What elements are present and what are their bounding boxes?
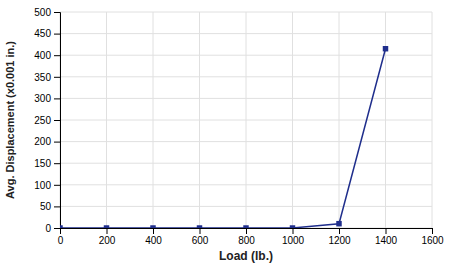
y-tick-label: 0 [45, 223, 51, 234]
y-tick-mark [54, 55, 60, 56]
y-tick-label: 50 [40, 201, 52, 212]
x-tick-label: 0 [58, 235, 64, 246]
x-tick-mark [339, 228, 340, 234]
y-tick-label: 100 [34, 180, 51, 191]
y-grid-line [60, 12, 432, 13]
x-tick-mark [246, 228, 247, 234]
y-tick: 150 [34, 158, 60, 169]
x-tick-mark [432, 228, 433, 234]
x-tick: 0 [58, 228, 64, 246]
plot-area [60, 46, 388, 228]
y-grid-line [60, 33, 432, 34]
y-tick-label: 300 [34, 93, 51, 104]
x-tick-label: 800 [238, 235, 255, 246]
y-tick-label: 450 [34, 28, 51, 39]
data-point [60, 225, 63, 228]
x-tick: 1600 [421, 228, 444, 246]
chart-svg: 0 200 400 600 800 1000 1200 1400 1600 0 50 100 150 20… [0, 0, 450, 268]
y-tick-label: 500 [34, 7, 51, 18]
x-tick: 600 [192, 228, 209, 246]
x-tick: 400 [145, 228, 162, 246]
x-tick-label: 1000 [282, 235, 305, 246]
x-tick-label: 600 [192, 235, 209, 246]
data-point [290, 225, 295, 228]
y-grid-line [60, 120, 432, 121]
y-grid-line [60, 98, 432, 99]
x-axis: 0 200 400 600 800 1000 1200 1400 1600 [58, 228, 444, 246]
data-point [383, 46, 388, 51]
x-tick-mark [386, 228, 387, 234]
y-tick: 250 [34, 115, 60, 126]
y-tick-label: 250 [34, 115, 51, 126]
y-tick-label: 400 [34, 50, 51, 61]
chart-container: 0 200 400 600 800 1000 1200 1400 1600 0 50 100 150 20… [0, 0, 450, 268]
y-tick: 450 [34, 28, 60, 39]
x-tick: 1400 [375, 228, 398, 246]
y-tick: 0 [45, 223, 60, 234]
x-tick-mark [107, 228, 108, 234]
y-tick-mark [54, 163, 60, 164]
x-tick-mark [200, 228, 201, 234]
y-tick-mark [54, 206, 60, 207]
y-tick-mark [54, 98, 60, 99]
x-tick-label: 200 [99, 235, 116, 246]
grid [60, 12, 432, 228]
y-tick-mark [54, 185, 60, 186]
y-tick: 50 [40, 201, 60, 212]
x-tick: 1200 [328, 228, 351, 246]
y-tick: 500 [34, 7, 60, 18]
x-tick-mark [293, 228, 294, 234]
x-tick-label: 1200 [328, 235, 351, 246]
x-tick-mark [153, 228, 154, 234]
y-grid-line [60, 184, 432, 185]
y-axis-line [54, 13, 61, 229]
y-tick-mark [54, 77, 60, 78]
y-tick-mark [54, 12, 60, 13]
y-tick-mark [54, 120, 60, 121]
x-tick-label: 400 [145, 235, 162, 246]
y-tick-label: 200 [34, 136, 51, 147]
y-grid-line [60, 55, 432, 56]
x-tick-label: 1400 [375, 235, 398, 246]
x-tick: 200 [99, 228, 116, 246]
data-point [150, 225, 155, 228]
data-point [104, 225, 109, 228]
data-point [336, 221, 341, 226]
y-tick-mark [54, 228, 60, 229]
y-tick: 300 [34, 93, 60, 104]
y-tick-mark [54, 142, 60, 143]
y-grid-line [60, 206, 432, 207]
y-grid-line [60, 76, 432, 77]
x-tick: 800 [238, 228, 255, 246]
y-tick: 100 [34, 180, 60, 191]
y-axis: 0 50 100 150 200 250 300 350 400 450 500 [34, 7, 60, 234]
y-tick-label: 350 [34, 72, 51, 83]
x-axis-title: Load (lb.) [219, 249, 273, 263]
y-grid-line [60, 163, 432, 164]
y-grid-line [60, 141, 432, 142]
y-tick: 200 [34, 136, 60, 147]
x-tick: 1000 [282, 228, 305, 246]
data-point [197, 225, 202, 228]
y-tick-label: 150 [34, 158, 51, 169]
y-axis-title: Avg. Displacement (x0.001 in.) [4, 41, 16, 199]
y-tick: 400 [34, 50, 60, 61]
y-tick: 350 [34, 72, 60, 83]
y-tick-mark [54, 34, 60, 35]
data-point [243, 225, 248, 228]
data-line [60, 49, 386, 228]
x-tick-label: 1600 [421, 235, 444, 246]
x-axis-line [61, 229, 433, 235]
